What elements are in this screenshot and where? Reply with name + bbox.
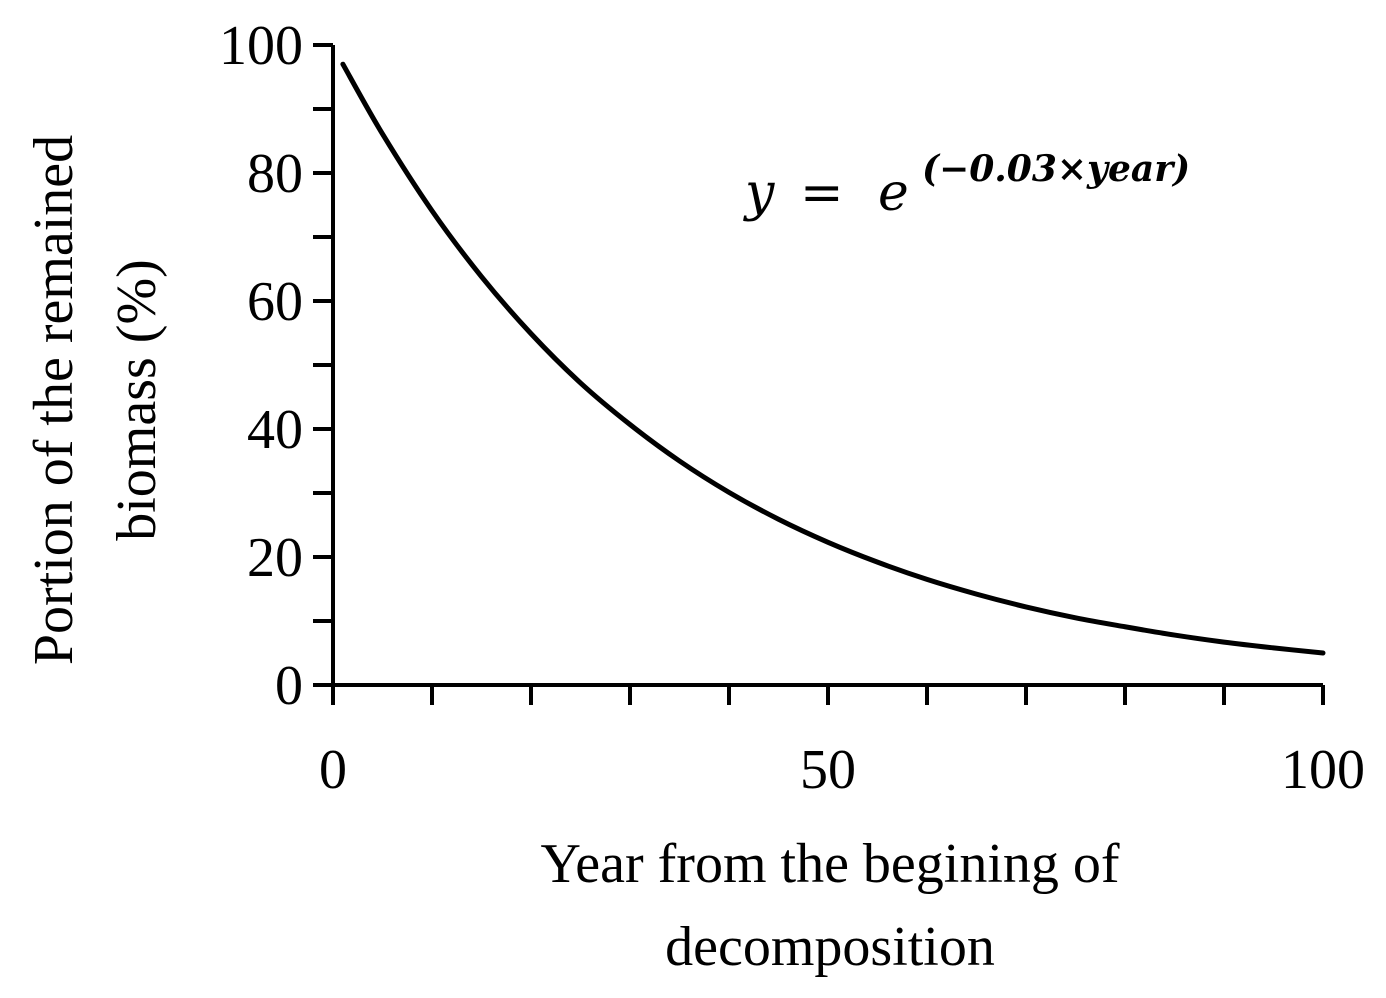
y-tick-label: 20	[247, 527, 303, 589]
x-axis-title-line-2: decomposition	[665, 916, 995, 978]
x-tick-label: 50	[800, 739, 856, 801]
x-tick-label: 0	[319, 739, 347, 801]
equation-equals: =	[800, 163, 844, 223]
y-tick-label: 40	[247, 399, 303, 461]
y-tick-label: 0	[275, 655, 303, 717]
ticks-layer	[313, 43, 1325, 705]
y-tick-label: 80	[247, 143, 303, 205]
equation-lhs: y	[743, 163, 775, 223]
x-axis-title-line-1: Year from the begining of	[540, 833, 1119, 895]
equation-exponent: (−0.03×year)	[922, 148, 1190, 190]
y-axis-title-line-1: Portion of the remained	[23, 135, 85, 665]
equation-base: e	[878, 163, 909, 223]
x-tick-label: 100	[1281, 739, 1365, 801]
y-tick-label: 100	[219, 15, 303, 77]
equation-annotation: y = e (−0.03×year)	[743, 148, 1190, 223]
series-line	[340, 61, 1326, 656]
tick-labels-layer: 0 20 40 60 80 100 0 50 100	[219, 15, 1365, 801]
y-tick-label: 60	[247, 271, 303, 333]
y-axis-title-line-2: biomass (%)	[106, 259, 168, 541]
